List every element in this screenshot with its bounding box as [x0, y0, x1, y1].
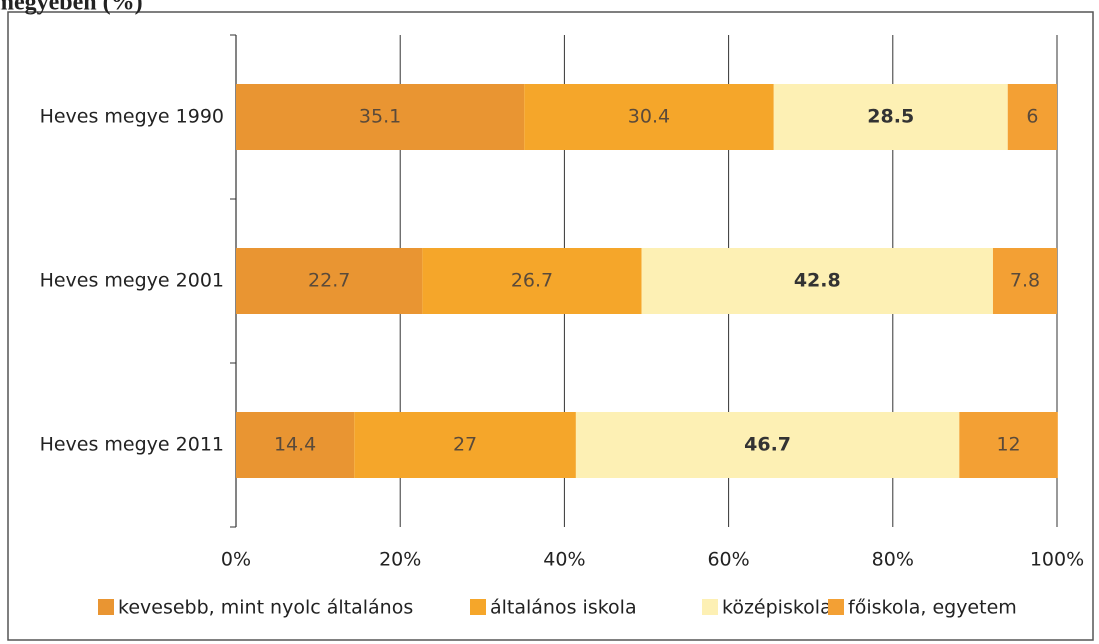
chart-title: megyében (%) — [0, 0, 143, 16]
legend-label: középiskola — [722, 597, 832, 619]
legend-swatch — [98, 599, 114, 615]
data-label: 7.8 — [1010, 270, 1040, 292]
bar-segment — [641, 248, 993, 314]
bar-segment — [1007, 84, 1057, 150]
bar-segment — [575, 412, 960, 478]
bar-segment — [524, 84, 774, 150]
legend-label: főiskola, egyetem — [848, 597, 1017, 619]
legend-swatch — [702, 599, 718, 615]
data-label: 6 — [1026, 106, 1038, 128]
legend-swatch — [470, 599, 486, 615]
x-tick-label: 0% — [221, 549, 251, 571]
data-label: 14.4 — [274, 434, 316, 456]
x-tick-label: 20% — [379, 549, 421, 571]
legend-label: kevesebb, mint nyolc általános — [118, 597, 413, 619]
bar-segment — [236, 248, 423, 314]
legend-label: általános iskola — [490, 597, 637, 619]
x-tick-label: 80% — [872, 549, 914, 571]
data-label: 30.4 — [628, 106, 670, 128]
data-label: 35.1 — [359, 106, 401, 128]
bar-segment — [959, 412, 1058, 478]
bar-segment — [773, 84, 1008, 150]
bar-segment — [236, 412, 355, 478]
x-tick-label: 60% — [707, 549, 749, 571]
y-tick-label: Heves megye 2011 — [40, 434, 224, 456]
bar-segment — [354, 412, 576, 478]
bar-segment — [992, 248, 1057, 314]
data-label: 27 — [453, 434, 477, 456]
data-label: 22.7 — [308, 270, 350, 292]
data-label: 46.7 — [744, 434, 791, 456]
data-label: 26.7 — [511, 270, 553, 292]
legend-swatch — [828, 599, 844, 615]
bar-segment — [422, 248, 642, 314]
y-tick-label: Heves megye 2001 — [40, 270, 224, 292]
data-label: 28.5 — [867, 106, 914, 128]
x-tick-label: 100% — [1030, 549, 1084, 571]
y-tick-label: Heves megye 1990 — [40, 106, 224, 128]
bar-segment — [236, 84, 525, 150]
x-tick-label: 40% — [543, 549, 585, 571]
data-label: 12 — [996, 434, 1020, 456]
data-label: 42.8 — [794, 270, 841, 292]
